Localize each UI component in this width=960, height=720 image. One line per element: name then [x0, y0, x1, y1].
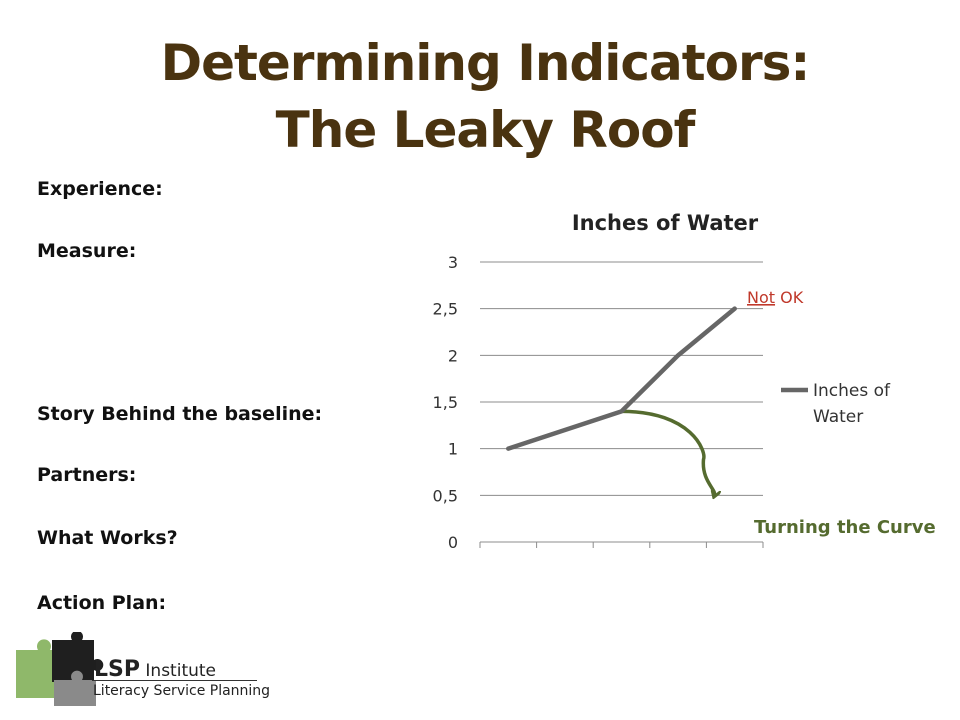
not-word: Not — [747, 288, 775, 307]
label-measure: Measure: — [37, 240, 137, 262]
logo-subtitle: Literacy Service Planning — [93, 683, 271, 699]
label-what-works: What Works? — [37, 527, 178, 549]
logo-institute-text: Institute — [145, 661, 217, 681]
turning-the-curve-arrow — [621, 409, 715, 495]
legend-label: Inches of Water — [813, 381, 891, 427]
y-tick-label: 1,5 — [433, 393, 458, 412]
chart-title: Inches of Water — [572, 211, 759, 235]
logo-divider — [92, 680, 257, 681]
not-ok-label: Not OK — [747, 288, 804, 307]
ok-word: OK — [775, 288, 804, 307]
y-tick-label: 3 — [448, 253, 458, 272]
turning-the-curve-label: Turning the Curve — [754, 517, 936, 538]
y-tick-label: 2,5 — [433, 300, 458, 319]
logo-lsp-text: LSP — [94, 657, 140, 682]
y-tick-label: 0 — [448, 533, 458, 552]
slide-title-line1: Determining Indicators: — [160, 34, 811, 92]
x-axis-ticks — [479, 542, 764, 548]
logo-name: LSP Institute — [94, 657, 216, 682]
label-partners: Partners: — [37, 464, 137, 486]
chart-legend: Inches of Water — [781, 381, 891, 427]
y-axis-tick-labels: 0 0,5 1 1,5 2 2,5 3 — [433, 253, 458, 552]
label-experience: Experience: — [37, 178, 163, 200]
y-tick-label: 2 — [448, 346, 458, 365]
y-tick-label: 1 — [448, 440, 458, 459]
series-line-inches-of-water — [506, 306, 737, 451]
slide-title-line2: The Leaky Roof — [275, 101, 696, 159]
chart-gridlines — [480, 261, 763, 543]
not-ok-annotation: Not OK — [747, 288, 804, 307]
y-tick-label: 0,5 — [433, 486, 458, 505]
lsp-logo-puzzle-icon — [16, 632, 104, 706]
label-action-plan: Action Plan: — [37, 592, 167, 614]
label-story-behind-baseline: Story Behind the baseline: — [37, 403, 323, 425]
